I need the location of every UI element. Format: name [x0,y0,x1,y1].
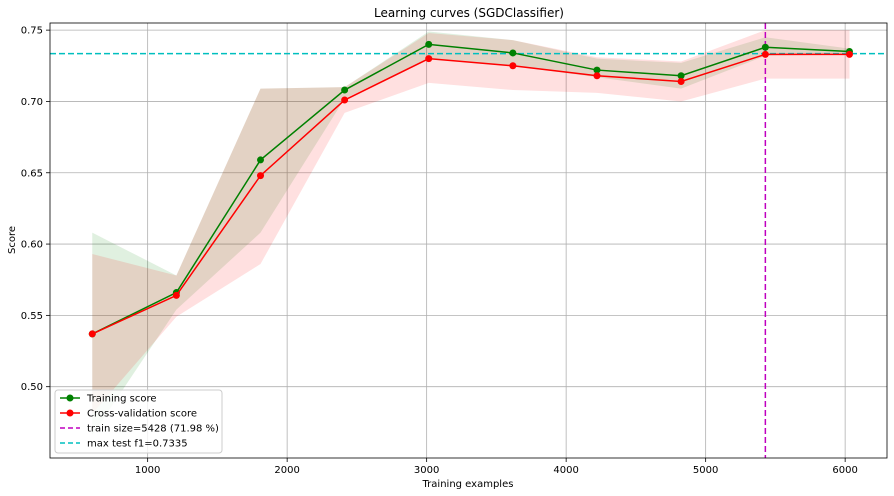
legend-label: max test f1=0.7335 [87,439,188,450]
grid [50,23,887,458]
series-line [91,43,850,335]
x-axis-title: Training examples [422,479,514,490]
x-tick-label: 5000 [693,465,718,476]
data-point [257,156,265,164]
data-point [677,77,685,85]
data-point [761,50,769,58]
legend-swatch-marker [66,409,74,417]
series-lines [88,40,853,338]
x-tick-label: 3000 [414,465,439,476]
confidence-band [92,31,850,436]
x-tick-label: 2000 [274,465,299,476]
data-point [257,172,265,180]
y-tick-label: 0.55 [21,311,43,322]
legend: Training score Cross-validation score trai… [54,389,223,454]
data-point [593,72,601,80]
x-tick-label: 4000 [553,465,578,476]
data-point [509,49,517,57]
axis-ticks: 1000 2000 3000 4000 5000 6000 0.50 0.55 0.60 0.65… [21,26,858,476]
data-point [677,72,685,80]
data-point [341,86,349,94]
data-point [593,66,601,74]
data-point [509,62,517,70]
y-tick-label: 0.60 [21,240,43,251]
confidence-bands [92,30,850,436]
legend-box [54,389,223,454]
legend-swatch-marker [66,394,74,402]
y-tick-label: 0.75 [21,26,43,37]
data-point [172,291,180,299]
plot-frame [49,22,888,459]
x-tick-label: 6000 [832,465,857,476]
y-tick-label: 0.70 [21,97,43,108]
y-tick-label: 0.65 [21,168,43,179]
legend-label: Training score [86,394,157,405]
y-tick-label: 0.50 [21,382,43,393]
chart-title: Learning curves (SGDClassifier) [374,6,564,20]
data-point [425,55,433,63]
data-point [845,50,853,58]
y-axis-title: Score [7,226,18,254]
data-point [88,330,96,338]
data-point [425,40,433,48]
confidence-band [92,30,850,414]
data-point [761,43,769,51]
legend-label: train size=5428 (71.98 %) [87,424,219,435]
data-point [341,96,349,104]
x-tick-label: 1000 [135,465,160,476]
series-line [91,53,850,335]
legend-label: Cross-validation score [87,409,197,420]
